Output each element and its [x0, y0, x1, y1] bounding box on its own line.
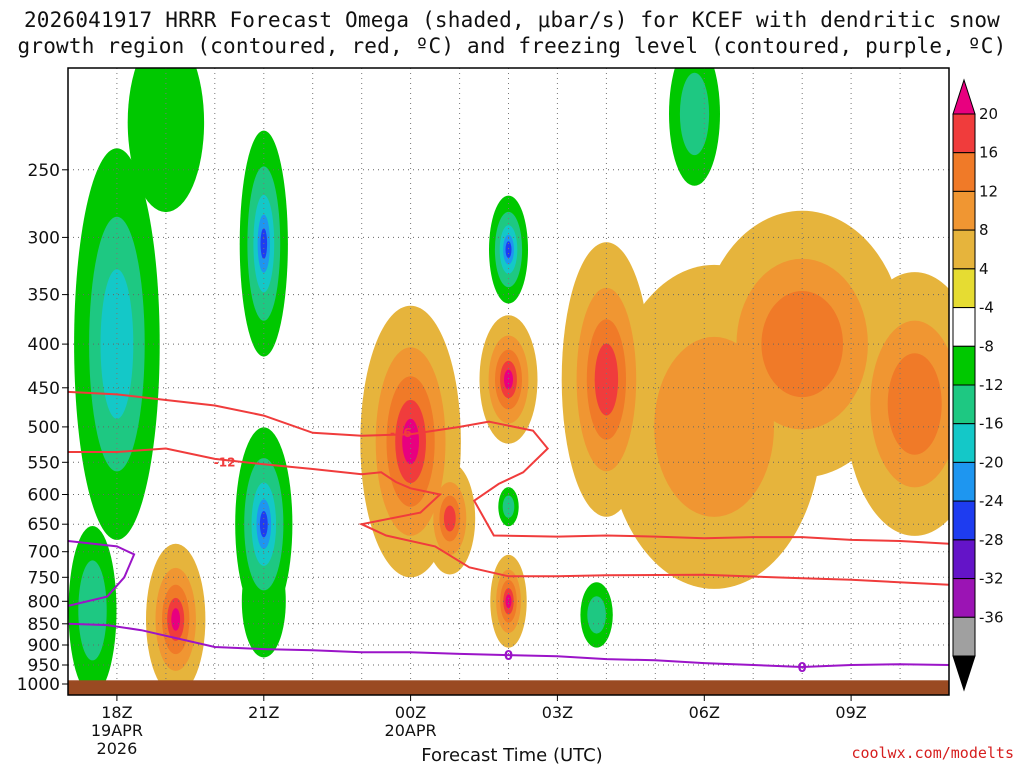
colorbar-label: -16 — [979, 415, 1004, 433]
site-credit: coolwx.com/modelts — [851, 744, 1014, 762]
y-tick-label: 500 — [28, 418, 60, 438]
x-tick-year: 2026 — [97, 739, 138, 758]
colorbar-swatch — [952, 384, 976, 425]
negative-low-04z-band-3 — [587, 596, 606, 634]
colorbar-cap-bottom — [952, 655, 976, 692]
negative-band-1730z-band-3 — [78, 560, 107, 661]
x-tick-label: 18Z — [101, 703, 132, 722]
colorbar-label: -32 — [979, 570, 1004, 588]
y-tick-label: 300 — [28, 228, 60, 248]
positive-core-02z-upper-band-5 — [504, 369, 513, 390]
x-tick-label: 03Z — [542, 703, 573, 722]
x-tick-label: 21Z — [248, 703, 279, 722]
x-axis-title: Forecast Time (UTC) — [421, 745, 603, 766]
x-tick-label: 00Z — [395, 703, 426, 722]
negative-upper-0530z-band-3 — [679, 72, 710, 156]
colorbar-label: 20 — [979, 105, 998, 123]
y-tick-label: 350 — [28, 286, 60, 306]
positive-core-1930z-band-5 — [171, 608, 181, 631]
colorbar-swatch — [952, 152, 976, 192]
y-tick-label: 700 — [28, 543, 60, 563]
colorbar-label: -24 — [979, 492, 1004, 510]
y-tick-label: 950 — [28, 656, 60, 676]
y-tick-label: 250 — [28, 161, 60, 181]
colorbar-swatch — [952, 229, 976, 270]
y-tick-label: 450 — [28, 379, 60, 399]
colorbar-swatch — [952, 500, 976, 541]
dgz-contour--16 — [68, 390, 949, 545]
negative-band-18z-band-4 — [100, 269, 134, 419]
colorbar-label: -12 — [979, 376, 1004, 394]
x-tick-label: 09Z — [835, 703, 866, 722]
colorbar-label: -4 — [979, 299, 994, 317]
colorbar-swatch — [952, 616, 976, 657]
positive-core-0015z-band-5 — [402, 418, 419, 465]
terrain-surface — [68, 680, 949, 695]
colorbar-swatch — [952, 268, 976, 309]
colorbar-cap-top — [952, 78, 976, 115]
positive-spot-0045z-band-4 — [443, 505, 456, 532]
y-tick-label: 1000 — [17, 675, 60, 695]
negative-upper-19z-band-2 — [127, 68, 205, 213]
negative-core-02z-band-6 — [505, 241, 512, 258]
title-line-1: 2026041917 HRRR Forecast Omega (shaded, … — [23, 8, 1001, 32]
colorbar-swatch — [952, 578, 976, 618]
y-tick-label: 800 — [28, 592, 60, 612]
positive-core-10z-band-3 — [887, 353, 942, 455]
y-tick-label: 850 — [28, 615, 60, 635]
colorbar-swatch — [952, 461, 976, 502]
y-tick-label: 600 — [28, 486, 60, 506]
x-tick-date: 20APR — [385, 721, 437, 740]
colorbar-label: -28 — [979, 531, 1004, 549]
positive-core-04z-band-4 — [594, 343, 619, 416]
negative-low-2330z-band-1 — [347, 613, 425, 677]
colorbar-label: 12 — [979, 182, 998, 200]
dgz-contour-label: -16 — [390, 426, 412, 440]
y-tick-label: 650 — [28, 515, 60, 535]
dgz-contour--12 — [68, 447, 949, 586]
y-tick-label: 550 — [28, 453, 60, 473]
colorbar-label: -8 — [979, 337, 994, 355]
negative-low-08z-band-1 — [739, 587, 817, 669]
x-tick-label: 06Z — [689, 703, 720, 722]
colorbar-label: -20 — [979, 453, 1004, 471]
freezing-contour-label: 0 — [504, 649, 513, 664]
freezing-contour-label: 0 — [798, 661, 807, 676]
colorbar-swatch — [952, 345, 976, 386]
freezing-level-contour-upper — [68, 540, 136, 607]
colorbar-label: -36 — [979, 608, 1004, 626]
colorbar-swatch — [952, 113, 976, 154]
colorbar-swatch — [952, 539, 976, 580]
colorbar-swatch — [952, 307, 976, 347]
colorbar-swatch — [952, 190, 976, 231]
colorbar-label: 4 — [979, 260, 989, 278]
positive-core-08z-band-3 — [761, 291, 843, 398]
colorbar-swatch — [952, 423, 976, 463]
y-tick-label: 750 — [28, 568, 60, 588]
negative-spot-02z-low-band-3 — [502, 495, 515, 518]
colorbar-label: 8 — [979, 221, 989, 239]
title-line-2: growth region (contoured, red, ºC) and f… — [17, 34, 1007, 58]
y-tick-label: 400 — [28, 335, 60, 355]
x-tick-date: 19APR — [91, 721, 143, 740]
y-tick-label: 900 — [28, 636, 60, 656]
colorbar-label: 16 — [979, 144, 998, 162]
dgz-contour-label: -12 — [214, 455, 236, 469]
positive-broad-06z-band-2 — [654, 336, 774, 517]
freezing-level-contour — [68, 622, 949, 669]
